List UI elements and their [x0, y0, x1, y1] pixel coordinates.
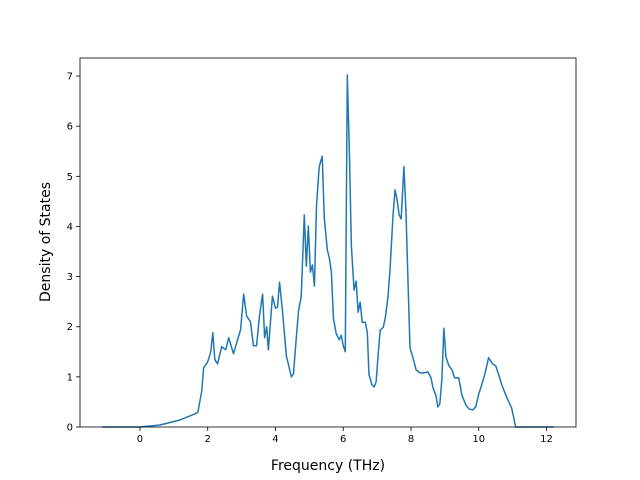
y-tick-label: 2: [67, 322, 73, 333]
y-tick-label: 0: [67, 423, 73, 434]
x-tick-label: 2: [205, 434, 211, 445]
x-tick-label: 8: [408, 434, 414, 445]
y-tick-label: 1: [67, 372, 73, 383]
y-tick-label: 3: [67, 272, 73, 283]
y-tick-label: 4: [67, 222, 73, 233]
x-tick-label: 0: [137, 434, 143, 445]
x-tick-label: 10: [472, 434, 485, 445]
y-tick-label: 7: [67, 72, 73, 83]
y-axis-label: Density of States: [38, 182, 54, 302]
x-tick-label: 12: [540, 434, 553, 445]
plot-frame: [79, 57, 577, 428]
y-tick-label: 6: [67, 122, 73, 133]
line-series: [102, 74, 554, 428]
x-tick-label: 4: [272, 434, 278, 445]
y-tick-label: 5: [67, 172, 73, 183]
x-tick-label: 6: [340, 434, 346, 445]
x-axis-label: Frequency (THz): [271, 458, 385, 474]
